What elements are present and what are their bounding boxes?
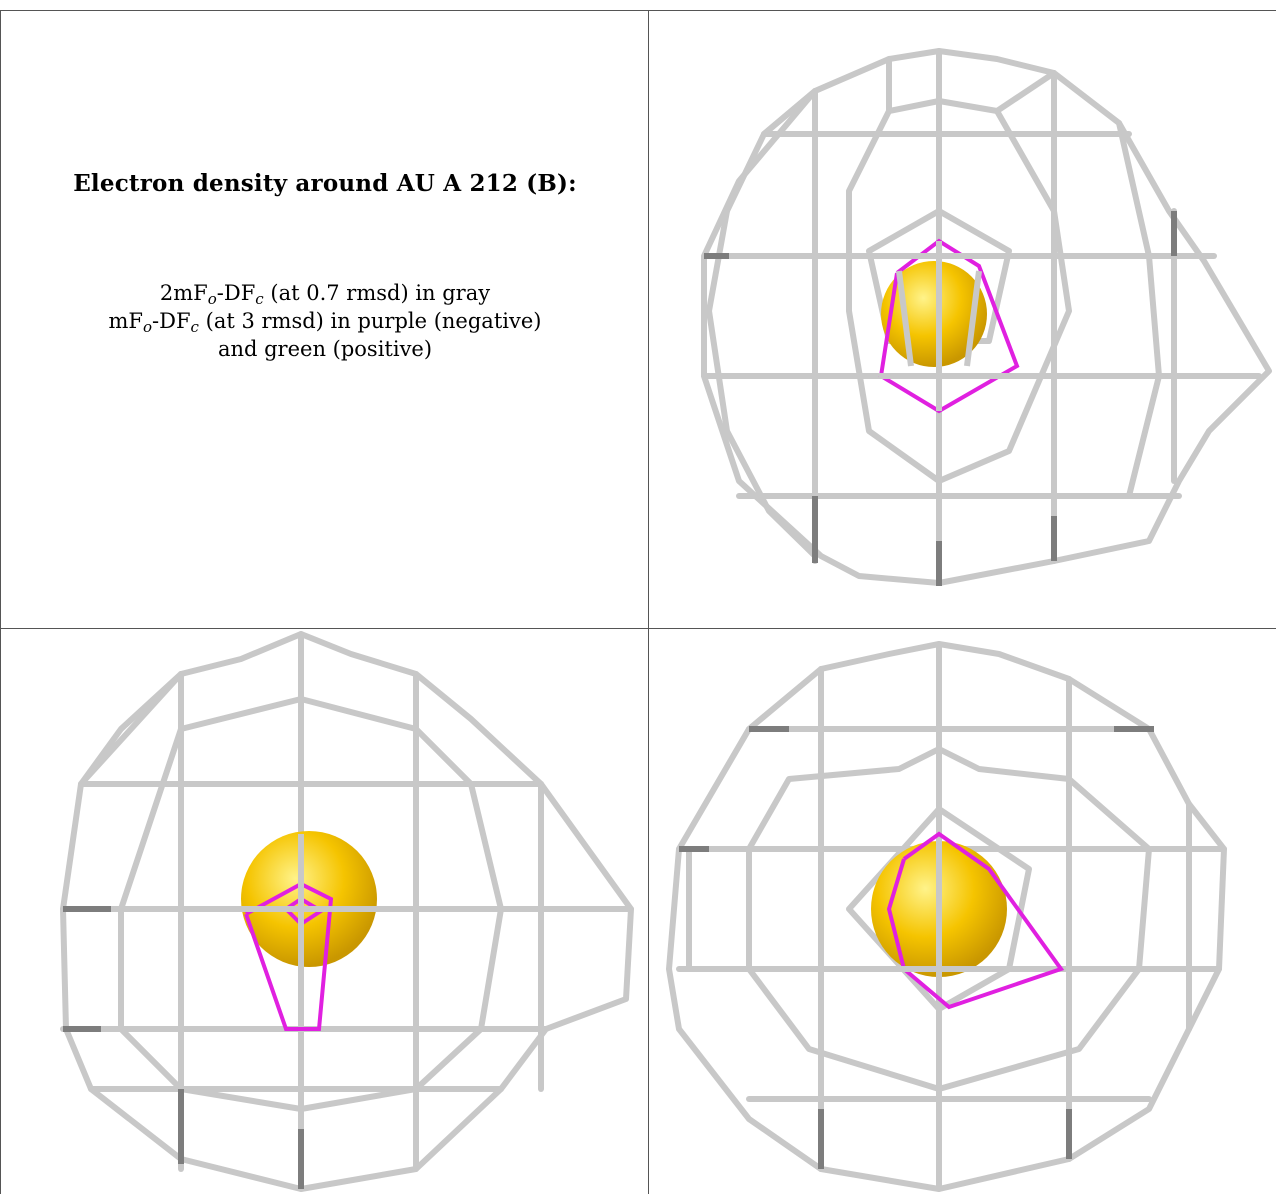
gray-mesh-front-top-right [869, 241, 1019, 411]
caption-line-green: and green (positive) [217, 337, 433, 361]
density-view-top-right [649, 11, 1276, 628]
negative-density-mesh-bottom-right [886, 831, 1065, 1010]
gray-mesh-dark-bottom-left [63, 906, 304, 1189]
caption-line-2mfo: 2mFo-DFc (at 0.7 rmsd) in gray [159, 281, 491, 308]
gray-mesh-dark-top-right [704, 211, 1177, 586]
table-top-border [0, 10, 1276, 11]
density-view-bottom-right [649, 629, 1276, 1194]
table-middle-border [0, 628, 1276, 629]
gray-mesh-bottom-right [666, 641, 1227, 1192]
gray-mesh-dark-bottom-right [679, 726, 1154, 1169]
gold-atom-sphere-bottom-left [241, 831, 377, 967]
table-left-border [0, 10, 1, 1194]
gray-mesh-front-bottom-right [871, 841, 1007, 977]
density-view-bottom-left [1, 629, 648, 1194]
caption-title: Electron density around AU A 212 (B): [73, 170, 577, 197]
caption-line-mfo: mFo-DFc (at 3 rmsd) in purple (negative) [108, 309, 542, 336]
gray-mesh-front-bottom-left [241, 834, 377, 974]
figure-caption: Electron density around AU A 212 (B): 2m… [10, 170, 640, 363]
table-center-border [648, 10, 649, 1194]
